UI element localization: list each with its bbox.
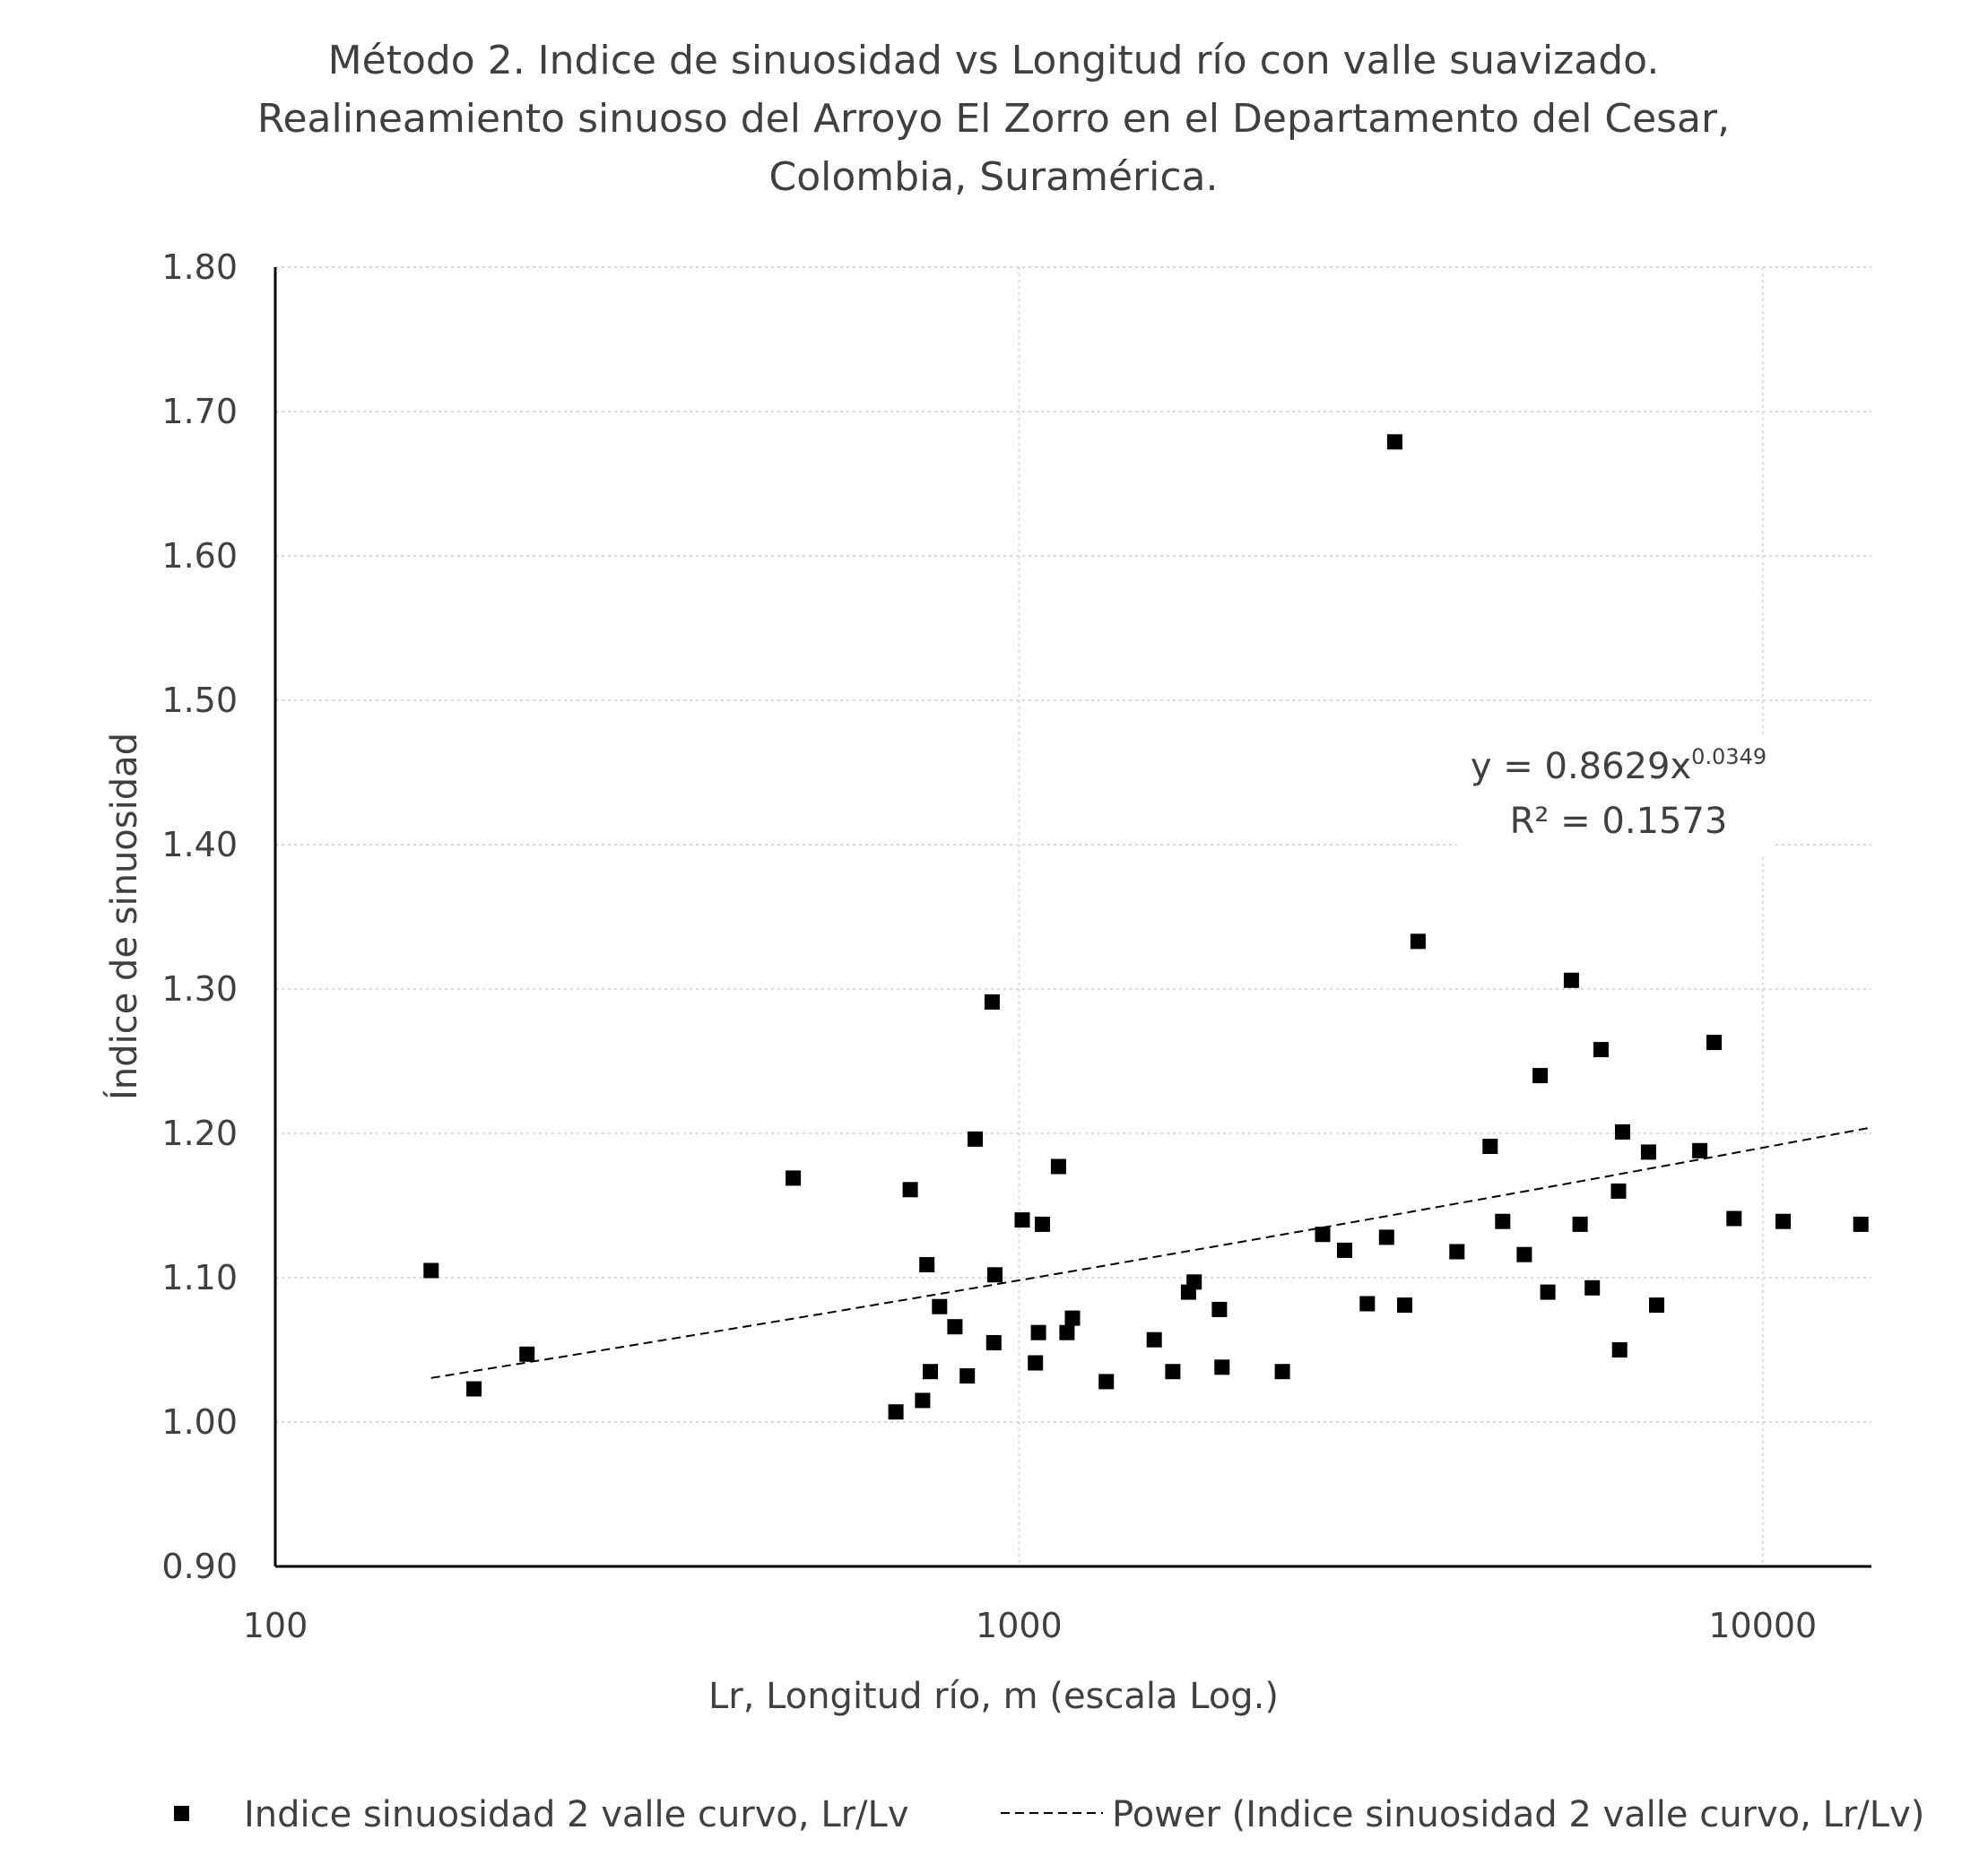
data-point — [1214, 1359, 1230, 1375]
data-point — [1532, 1068, 1549, 1084]
data-point — [1593, 1042, 1609, 1058]
y-tick-label: 1.30 — [161, 969, 238, 1009]
legend-label-series: Indice sinuosidad 2 valle curvo, Lr/Lv — [244, 1794, 908, 1835]
x-tick-label: 100 — [243, 1606, 308, 1645]
data-point — [1572, 1216, 1588, 1232]
data-point — [1563, 972, 1579, 988]
data-point — [902, 1182, 918, 1198]
equation-exponent: 0.0349 — [1691, 744, 1767, 769]
data-point — [1098, 1374, 1115, 1390]
data-point — [987, 1267, 1003, 1283]
y-tick-label: 1.80 — [161, 247, 238, 287]
data-point — [923, 1364, 938, 1380]
chart-title-line-1: Método 2. Indice de sinuosidad vs Longit… — [328, 38, 1660, 83]
data-point — [1692, 1142, 1708, 1158]
equation-base: y = 0.8629x — [1471, 746, 1691, 787]
data-point — [1706, 1035, 1722, 1051]
data-point — [1584, 1279, 1601, 1296]
data-point — [1315, 1227, 1331, 1243]
legend-label-trendline: Power (Indice sinuosidad 2 valle curvo, … — [1112, 1794, 1924, 1835]
equation-background — [1457, 737, 1775, 854]
y-tick-label: 1.70 — [161, 392, 238, 431]
data-point — [1615, 1123, 1630, 1140]
data-point — [786, 1170, 802, 1186]
y-tick-labels: 0.90 1.00 1.10 1.20 1.30 1.40 1.50 1.60 1.70 1.80 — [161, 247, 238, 1586]
x-tick-labels: 100 1000 10000 — [243, 1606, 1818, 1645]
data-point — [1540, 1284, 1556, 1300]
data-point — [915, 1392, 931, 1409]
data-point — [423, 1262, 439, 1279]
data-point — [919, 1257, 935, 1272]
data-point — [932, 1298, 948, 1314]
data-point — [1495, 1213, 1511, 1229]
trendline-equation: y = 0.8629x0.0349 — [1471, 744, 1767, 787]
data-point — [1165, 1364, 1181, 1380]
y-tick-label: 0.90 — [161, 1547, 238, 1586]
data-point — [1359, 1296, 1376, 1312]
data-point — [1482, 1139, 1498, 1154]
data-point — [1449, 1244, 1465, 1260]
data-point — [1337, 1242, 1352, 1258]
data-point — [984, 994, 1000, 1010]
x-tick-label: 10000 — [1708, 1606, 1817, 1645]
y-tick-label: 1.40 — [161, 825, 238, 864]
y-tick-label: 1.50 — [161, 681, 238, 720]
data-point — [519, 1346, 535, 1362]
legend-marker-icon — [174, 1806, 189, 1821]
data-point — [968, 1131, 983, 1147]
chart-title-line-2: Realineamiento sinuoso del Arroyo El Zor… — [257, 96, 1730, 142]
data-point — [1410, 933, 1426, 950]
data-point — [1397, 1297, 1412, 1314]
data-points — [423, 434, 1869, 1420]
data-point — [888, 1404, 904, 1420]
y-tick-label: 1.60 — [161, 536, 238, 576]
data-point — [1146, 1332, 1162, 1348]
data-point — [1640, 1144, 1656, 1160]
data-point — [466, 1381, 482, 1397]
y-tick-label: 1.20 — [161, 1114, 238, 1153]
y-tick-label: 1.00 — [161, 1402, 238, 1442]
x-tick-label: 1000 — [976, 1606, 1063, 1645]
data-point — [1014, 1212, 1030, 1228]
data-point — [1610, 1183, 1627, 1199]
data-point — [1211, 1301, 1228, 1317]
data-point — [1028, 1355, 1044, 1371]
y-axis-title: Índice de sinuosidad — [102, 733, 145, 1100]
chart-title-line-3: Colombia, Suramérica. — [769, 154, 1219, 200]
data-point — [1064, 1310, 1081, 1326]
data-point — [1726, 1210, 1742, 1227]
data-point — [1378, 1229, 1394, 1245]
data-point — [1611, 1342, 1628, 1358]
data-point — [1853, 1216, 1869, 1232]
data-point — [947, 1319, 963, 1335]
data-point — [985, 1335, 1002, 1350]
data-point — [1775, 1213, 1791, 1229]
trendline-r-squared: R² = 0.1573 — [1510, 801, 1728, 842]
data-point — [1030, 1324, 1046, 1340]
data-point — [1186, 1274, 1202, 1290]
data-point — [1035, 1216, 1050, 1232]
data-point — [1059, 1324, 1075, 1340]
data-point — [1050, 1158, 1066, 1175]
data-point — [1386, 434, 1402, 450]
y-tick-label: 1.10 — [161, 1258, 238, 1297]
x-axis-title: Lr, Longitud río, m (escala Log.) — [708, 1676, 1279, 1717]
data-point — [1274, 1364, 1290, 1380]
data-point — [1649, 1297, 1664, 1314]
data-point — [1516, 1246, 1532, 1262]
gridlines — [275, 266, 1871, 1566]
data-point — [959, 1368, 976, 1384]
